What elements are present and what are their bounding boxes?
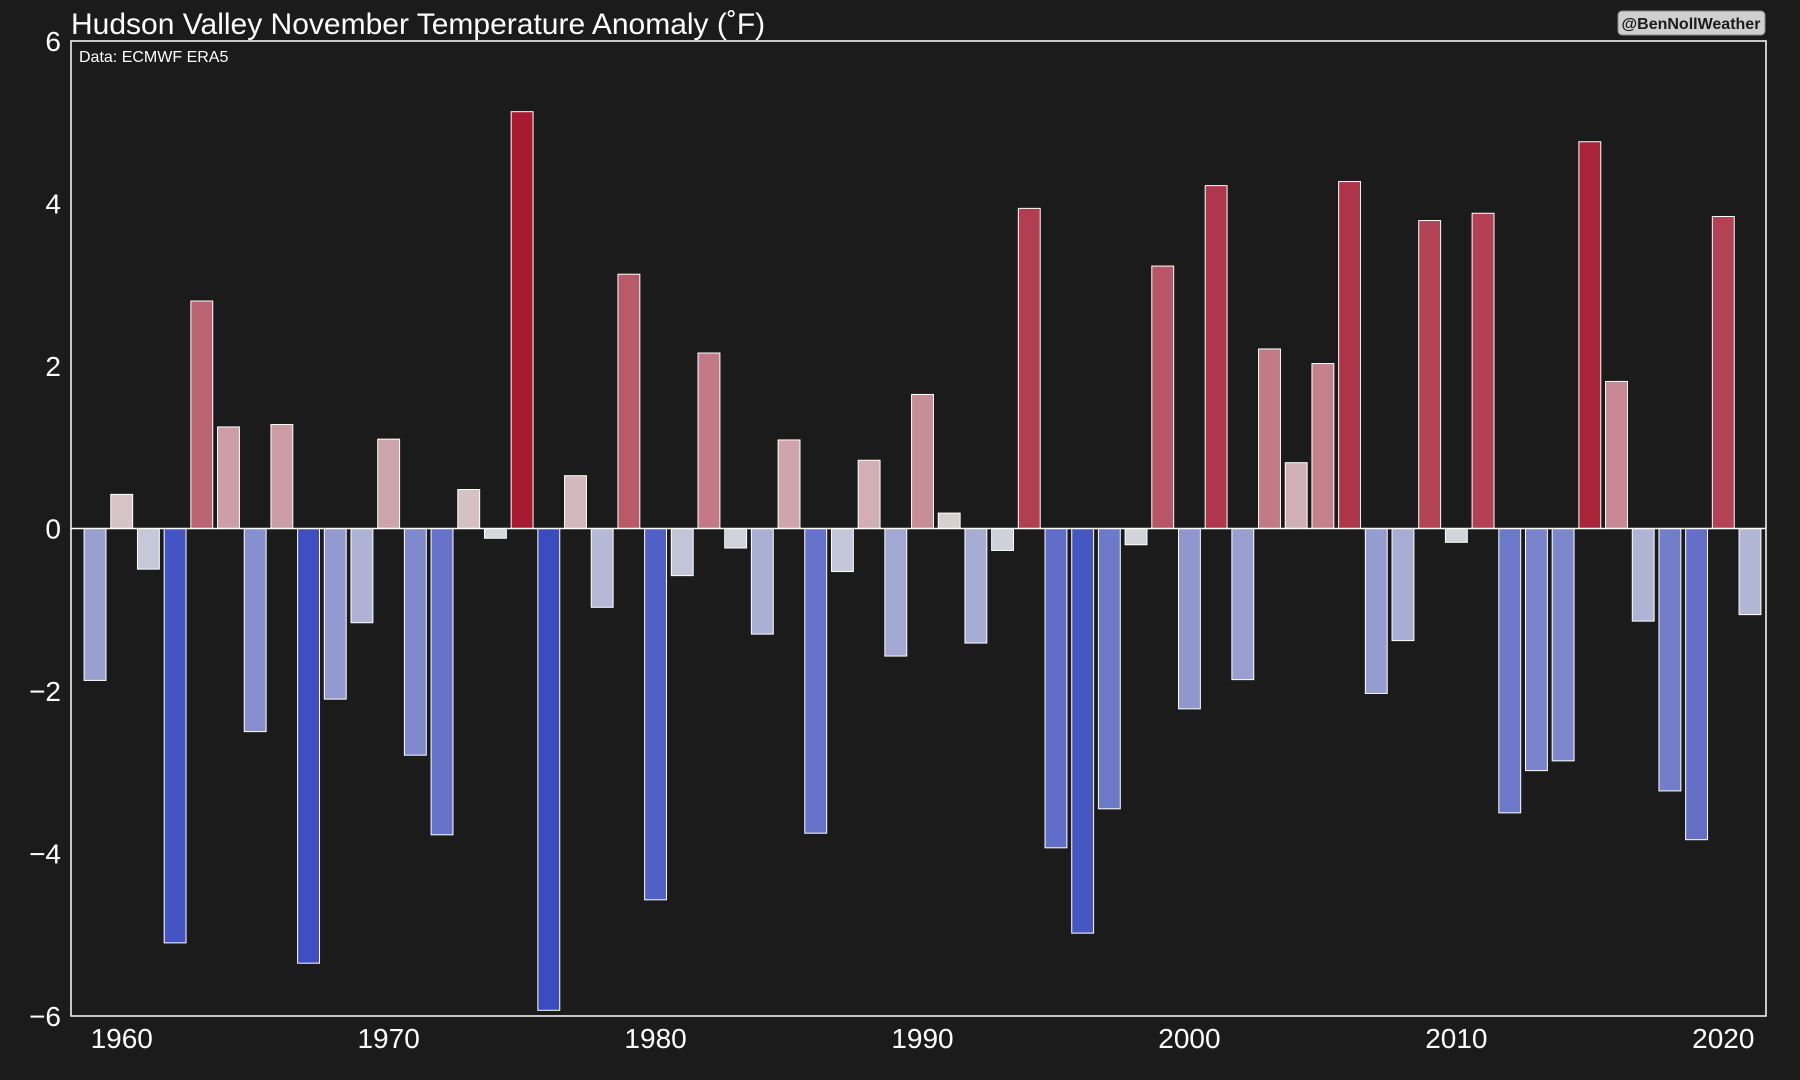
- x-tick-label: 2000: [1158, 1023, 1220, 1054]
- x-tick-label: 1970: [357, 1023, 419, 1054]
- bar-2018: [1658, 528, 1682, 792]
- bar-2006: [1338, 181, 1362, 529]
- bar-1965: [243, 528, 267, 733]
- x-tick-label: 2010: [1425, 1023, 1487, 1054]
- bar-1959: [83, 528, 107, 681]
- bar-2009: [1418, 220, 1442, 529]
- bar-1975: [510, 111, 534, 529]
- y-tick-label: 4: [45, 189, 61, 220]
- bar-1993: [991, 528, 1015, 551]
- bar-1990: [911, 393, 934, 529]
- bar-1986: [804, 528, 828, 834]
- x-tick-label: 1960: [91, 1023, 153, 1054]
- bars-group: [83, 111, 1762, 1011]
- bar-1974: [483, 528, 507, 539]
- bar-1970: [377, 438, 401, 529]
- bar-1998: [1124, 528, 1148, 546]
- bar-1981: [670, 528, 694, 577]
- bar-1969: [350, 528, 374, 624]
- bar-1988: [857, 459, 881, 529]
- y-axis-ticks: −6 −4 −2 0 2 4 6: [29, 26, 61, 1032]
- bar-1976: [537, 528, 561, 1011]
- y-tick-label: −4: [29, 839, 61, 870]
- bar-2010: [1444, 528, 1468, 543]
- y-tick-label: −6: [29, 1001, 61, 1032]
- bar-1966: [270, 424, 294, 529]
- bar-1982: [697, 352, 721, 529]
- bar-1968: [323, 528, 347, 700]
- y-tick-label: −2: [29, 676, 61, 707]
- bar-1997: [1097, 528, 1121, 810]
- x-tick-label: 1980: [624, 1023, 686, 1054]
- bar-1964: [217, 426, 240, 529]
- bar-2004: [1284, 462, 1308, 529]
- bar-2016: [1605, 380, 1628, 529]
- bar-2012: [1498, 528, 1522, 814]
- x-tick-label: 1990: [891, 1023, 953, 1054]
- credit-badge: @BenNollWeather: [1617, 10, 1766, 36]
- y-tick-label: 2: [45, 351, 61, 382]
- x-tick-label: 2020: [1692, 1023, 1754, 1054]
- bar-1978: [590, 528, 614, 608]
- bar-2015: [1578, 141, 1602, 529]
- bar-2002: [1231, 528, 1255, 681]
- bar-1987: [830, 528, 854, 573]
- bar-1961: [136, 528, 160, 570]
- bar-2008: [1391, 528, 1415, 642]
- bar-1979: [617, 273, 641, 529]
- x-axis-ticks: 1960 1970 1980 1990 2000 2010 2020: [91, 1023, 1755, 1054]
- bar-1972: [430, 528, 454, 836]
- bar-2003: [1258, 348, 1281, 529]
- bar-2007: [1364, 528, 1388, 694]
- y-tick-label: 0: [45, 514, 61, 545]
- bar-2020: [1711, 216, 1735, 529]
- bar-1999: [1151, 265, 1175, 529]
- bar-1962: [163, 528, 187, 944]
- bar-1983: [724, 528, 748, 549]
- bar-1980: [644, 528, 668, 901]
- bar-1996: [1071, 528, 1095, 934]
- bar-1977: [564, 475, 587, 529]
- bar-1967: [297, 528, 321, 964]
- bar-2001: [1204, 185, 1228, 529]
- bar-2014: [1551, 528, 1575, 762]
- data-source-annotation: Data: ECMWF ERA5: [79, 49, 228, 66]
- bar-1984: [750, 528, 774, 635]
- bar-2000: [1177, 528, 1201, 710]
- bar-1995: [1044, 528, 1068, 849]
- credit-label: @BenNollWeather: [1622, 16, 1761, 33]
- bar-1960: [110, 493, 134, 529]
- bar-1992: [964, 528, 988, 644]
- bar-1991: [937, 512, 961, 529]
- bar-2005: [1311, 363, 1335, 529]
- bar-1973: [457, 489, 481, 529]
- y-tick-label: 6: [45, 26, 61, 57]
- bar-1994: [1017, 207, 1041, 529]
- bar-2019: [1685, 528, 1709, 841]
- bar-1963: [190, 300, 214, 529]
- bar-1989: [884, 528, 908, 657]
- bar-1985: [777, 439, 801, 529]
- bar-2011: [1471, 212, 1495, 529]
- bar-2021: [1738, 528, 1762, 616]
- axes-frame: [70, 40, 1767, 1017]
- credit-badge-background: [1617, 10, 1766, 36]
- bar-2013: [1524, 528, 1548, 772]
- bar-1971: [403, 528, 427, 756]
- chart-title: Hudson Valley November Temperature Anoma…: [71, 8, 765, 41]
- bar-2017: [1631, 528, 1655, 622]
